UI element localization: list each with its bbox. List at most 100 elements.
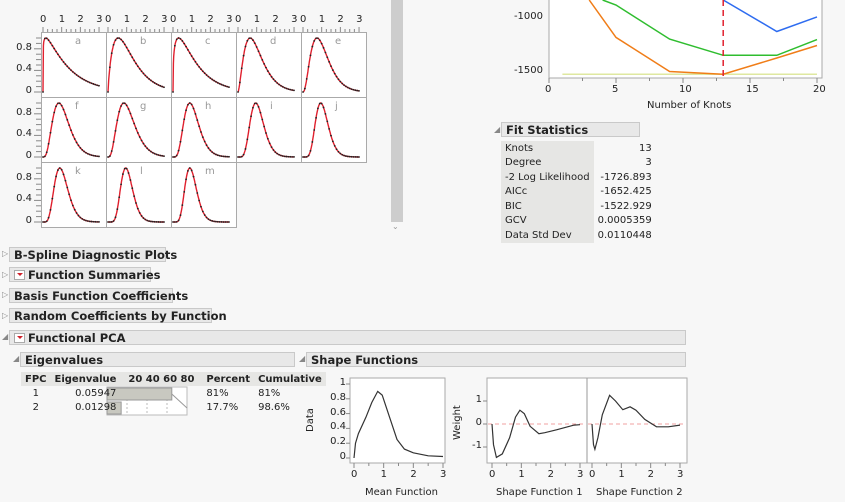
data-point (159, 154, 162, 157)
data-point (345, 155, 347, 157)
panel-label: i (270, 101, 273, 112)
data-point (81, 217, 84, 220)
data-point (175, 38, 178, 41)
disclosure-open-icon[interactable]: ◢ (2, 332, 9, 341)
data-point (173, 221, 176, 223)
data-point (57, 102, 59, 105)
panel-e (301, 32, 367, 98)
vertical-scrollbar[interactable] (391, 0, 403, 222)
data-point (73, 138, 76, 140)
table-row: 1 0.05947 81% 81% (21, 386, 326, 400)
disclosure-open-icon[interactable]: ◢ (13, 354, 20, 363)
data-point (53, 185, 56, 188)
data-point (263, 125, 266, 128)
data-point (108, 66, 111, 69)
data-point (81, 148, 84, 151)
function-summaries-header[interactable]: Function Summaries (9, 267, 160, 282)
data-point (173, 44, 176, 47)
data-point (64, 113, 67, 116)
panel-label: k (75, 166, 81, 177)
data-point (265, 132, 267, 134)
data-point (257, 50, 260, 53)
disclosure-closed-icon[interactable]: ▷ (2, 249, 9, 258)
data-point (318, 39, 321, 42)
basis-coefficients-header[interactable]: Basis Function Coefficients (9, 288, 188, 303)
data-point (285, 87, 288, 90)
stat-label: GCV (501, 213, 594, 228)
data-point (356, 89, 359, 92)
data-point (150, 79, 152, 82)
table-row: Knots 13 (501, 141, 656, 156)
data-point (66, 118, 69, 121)
knots-x-tick: 0 (545, 84, 552, 95)
shape-functions-header[interactable]: Shape Functions (306, 352, 686, 367)
data-point (183, 118, 186, 121)
disclosure-open-icon[interactable]: ◢ (494, 125, 501, 134)
data-point (136, 132, 139, 134)
data-point (43, 37, 46, 40)
disclosure-open-icon[interactable]: ◢ (299, 354, 306, 363)
data-point (98, 84, 100, 87)
data-point (75, 212, 78, 214)
data-point (346, 86, 349, 89)
data-point (220, 155, 223, 158)
data-point (187, 48, 189, 51)
data-point (131, 56, 134, 59)
data-point (348, 87, 351, 90)
bspline-diagnostic-header[interactable]: B-Spline Diagnostic Plots (9, 247, 177, 262)
data-point (311, 45, 314, 48)
data-point (140, 215, 143, 217)
data-point (261, 118, 264, 121)
data-point (215, 80, 217, 83)
percent-bar-cell (120, 386, 202, 400)
panel-y-tick: 0.8 (16, 171, 32, 183)
disclosure-closed-icon[interactable]: ▷ (2, 270, 9, 279)
scroll-down-chevron-icon[interactable]: ⌄ (392, 222, 399, 231)
percent-cell: 17.7% (206, 401, 239, 413)
panel-f (41, 97, 107, 163)
data-point (203, 214, 206, 216)
eigenvalues-header[interactable]: Eigenvalues (20, 352, 295, 367)
data-point (237, 91, 239, 93)
random-label: Random Coefficients by Function (14, 309, 227, 323)
data-point (179, 37, 182, 40)
data-point (123, 167, 126, 170)
data-point (255, 46, 258, 48)
data-point (144, 145, 147, 148)
data-point (311, 141, 314, 143)
data-point (110, 150, 113, 152)
data-point (322, 106, 325, 109)
disclosure-closed-icon[interactable]: ▷ (2, 311, 9, 320)
random-coefficients-header[interactable]: Random Coefficients by Function (9, 308, 227, 323)
data-point (337, 78, 340, 81)
cumulative-cell: 81% (258, 387, 281, 399)
knots-plot (548, 0, 823, 83)
mean-function-label: Mean Function (365, 487, 438, 498)
fit-statistics-header[interactable]: Fit Statistics (501, 122, 640, 137)
data-point (58, 167, 61, 169)
data-point (133, 59, 136, 62)
red-menu-icon[interactable] (14, 333, 25, 343)
stat-value: 0.0005359 (597, 215, 652, 227)
stat-label: BIC (501, 199, 594, 214)
data-point (248, 126, 251, 129)
data-point (315, 116, 317, 119)
data-point (216, 220, 219, 223)
data-point (350, 88, 353, 91)
disclosure-closed-icon[interactable]: ▷ (2, 290, 9, 299)
data-point (153, 82, 156, 84)
weight-y-tick: -1 (472, 440, 482, 451)
data-point (287, 88, 290, 90)
stat-label: Knots (501, 141, 594, 156)
shape-x-tick: 0 (489, 469, 496, 480)
data-point (194, 183, 197, 186)
mean-x-tick: 1 (380, 469, 388, 480)
data-point (133, 195, 136, 197)
functional-pca-header[interactable]: Functional PCA (9, 330, 686, 345)
red-menu-icon[interactable] (14, 270, 25, 280)
data-point (62, 173, 65, 176)
data-point (253, 42, 256, 45)
data-point (257, 106, 260, 108)
data-point (49, 41, 52, 44)
data-point (47, 142, 50, 145)
